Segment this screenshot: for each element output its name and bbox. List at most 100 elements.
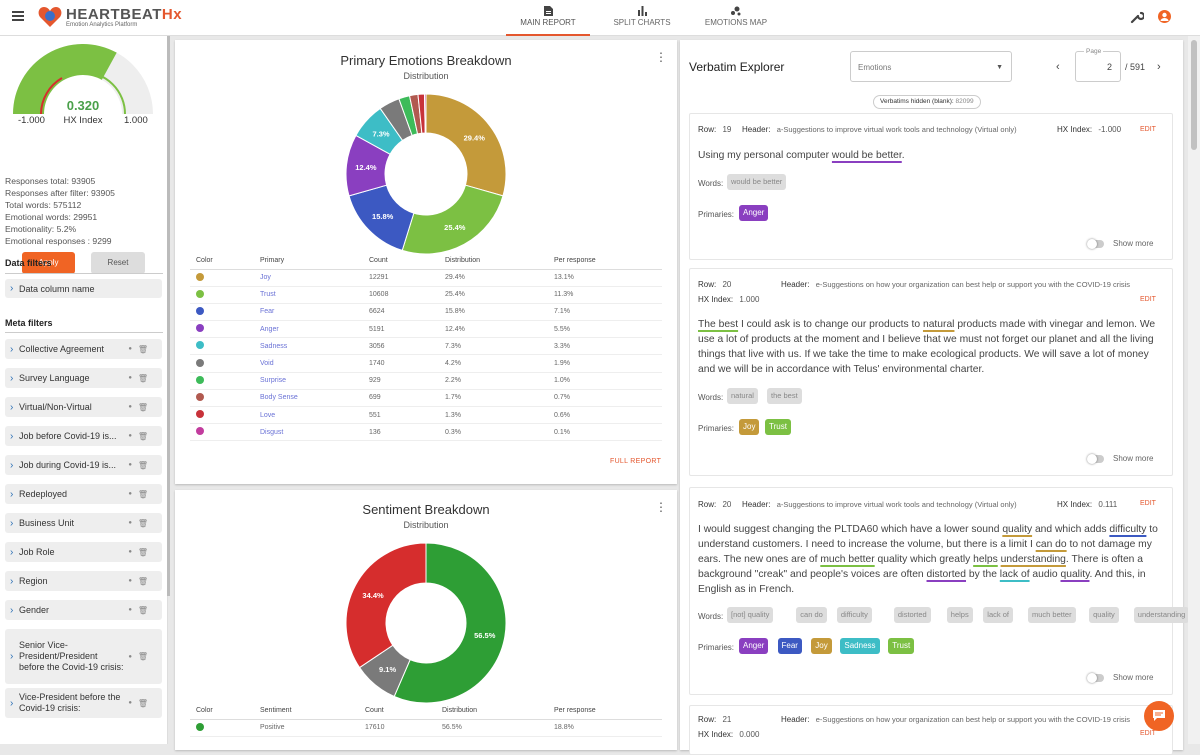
trash-icon[interactable]: 🗑: [137, 431, 148, 441]
tab-emotions-map[interactable]: EMOTIONS MAP: [694, 0, 778, 36]
tab-split-charts[interactable]: SPLIT CHARTS: [600, 0, 684, 36]
reset-button[interactable]: Reset: [91, 252, 145, 274]
lightbulb-icon[interactable]: ●: [128, 653, 132, 660]
full-report-link[interactable]: FULL REPORT: [610, 458, 662, 465]
show-more-toggle[interactable]: [1087, 454, 1104, 464]
trash-icon[interactable]: 🗑: [137, 576, 148, 586]
trash-icon[interactable]: 🗑: [137, 605, 148, 615]
filter-item[interactable]: › Vice-President before the Covid-19 cris…: [5, 688, 162, 718]
primary-link[interactable]: Trust: [260, 291, 276, 299]
primary-chip[interactable]: Sadness: [840, 638, 880, 654]
primary-link[interactable]: Body Sense: [260, 394, 298, 402]
account-icon[interactable]: [1158, 10, 1171, 26]
page-input[interactable]: Page 2: [1075, 48, 1121, 82]
filter-item[interactable]: › Region ● 🗑: [5, 571, 162, 591]
slice-joy[interactable]: [425, 93, 507, 197]
slice-trust[interactable]: [401, 184, 504, 255]
lightbulb-icon[interactable]: ●: [128, 549, 132, 555]
edit-link[interactable]: EDIT: [1140, 296, 1156, 303]
edit-link[interactable]: EDIT: [1140, 126, 1156, 133]
primary-chip[interactable]: Trust: [888, 638, 915, 654]
word-chip[interactable]: the best: [767, 388, 802, 404]
show-more-toggle[interactable]: [1087, 673, 1104, 683]
filter-item[interactable]: › Collective Agreement ● 🗑: [5, 339, 162, 359]
word-chip[interactable]: lack of: [983, 607, 1013, 623]
primary-link[interactable]: Void: [260, 360, 274, 368]
primary-link[interactable]: Sadness: [260, 342, 288, 350]
trash-icon[interactable]: 🗑: [137, 547, 148, 557]
hamburger-menu-icon[interactable]: [12, 11, 24, 21]
trash-icon[interactable]: 🗑: [137, 373, 148, 383]
word-chip[interactable]: distorted: [893, 607, 931, 623]
filter-item[interactable]: › Job during Covid-19 is... ● 🗑: [5, 455, 162, 475]
trash-icon[interactable]: 🗑: [137, 698, 148, 708]
primary-chip[interactable]: Joy: [739, 419, 760, 435]
tab-main-report[interactable]: MAIN REPORT: [506, 0, 590, 36]
primary-link[interactable]: Disgust: [260, 428, 284, 436]
per-response-cell: 0.7%: [554, 389, 662, 408]
primary-chip[interactable]: Anger: [739, 205, 769, 221]
trash-icon[interactable]: 🗑: [137, 652, 148, 661]
filter-item[interactable]: › Job Role ● 🗑: [5, 542, 162, 562]
word-chip[interactable]: [not] quality: [727, 607, 774, 623]
lightbulb-icon[interactable]: ●: [128, 491, 132, 497]
lightbulb-icon[interactable]: ●: [128, 375, 132, 381]
filter-item[interactable]: › Job before Covid-19 is... ● 🗑: [5, 426, 162, 446]
lightbulb-icon[interactable]: ●: [128, 607, 132, 613]
lightbulb-icon[interactable]: ●: [128, 578, 132, 584]
edit-link[interactable]: EDIT: [1140, 730, 1156, 737]
trash-icon[interactable]: 🗑: [137, 402, 148, 412]
left-panel-scrollbar[interactable]: [167, 36, 170, 596]
more-options-icon[interactable]: ⋮: [655, 500, 667, 514]
trash-icon[interactable]: 🗑: [137, 460, 148, 470]
primary-link[interactable]: Joy: [260, 274, 271, 282]
lightbulb-icon[interactable]: ●: [128, 433, 132, 439]
primary-link[interactable]: Anger: [260, 325, 279, 333]
word-chip[interactable]: much better: [1028, 607, 1076, 623]
filter-item[interactable]: › Survey Language ● 🗑: [5, 368, 162, 388]
word-chip[interactable]: understanding: [1133, 607, 1190, 623]
slice-disgust[interactable]: [423, 93, 427, 134]
filter-data-column-name[interactable]: › Data column name: [5, 279, 162, 298]
word-chip[interactable]: would be better: [727, 174, 787, 190]
per-response-cell: 0.6%: [554, 406, 662, 425]
primary-link[interactable]: Love: [260, 411, 276, 419]
page-scrollbar[interactable]: [1188, 36, 1200, 744]
primary-chip[interactable]: Trust: [765, 419, 791, 435]
lightbulb-icon[interactable]: ●: [128, 462, 132, 468]
primary-chip[interactable]: Anger: [739, 638, 769, 654]
trash-icon[interactable]: 🗑: [137, 344, 148, 354]
word-chip[interactable]: difficulty: [836, 607, 872, 623]
word-chip[interactable]: helps: [946, 607, 973, 623]
filter-item[interactable]: › Virtual/Non-Virtual ● 🗑: [5, 397, 162, 417]
prev-page-icon[interactable]: ‹: [1056, 61, 1060, 73]
filter-item[interactable]: › Senior Vice-President/President before …: [5, 629, 162, 684]
app-logo[interactable]: HEARTBEATHx Emotion Analytics Platform: [38, 6, 182, 28]
filter-item[interactable]: › Business Unit ● 🗑: [5, 513, 162, 533]
edit-link[interactable]: EDIT: [1140, 500, 1156, 507]
word-chip[interactable]: quality: [1089, 607, 1119, 623]
word-chip[interactable]: natural: [727, 388, 758, 404]
lightbulb-icon[interactable]: ●: [128, 700, 132, 706]
more-options-icon[interactable]: ⋮: [655, 50, 667, 64]
lightbulb-icon[interactable]: ●: [128, 404, 132, 410]
trash-icon[interactable]: 🗑: [137, 489, 148, 499]
color-dot: [196, 427, 204, 436]
lightbulb-icon[interactable]: ●: [128, 520, 132, 526]
primary-chip[interactable]: Fear: [777, 638, 802, 654]
emotions-select[interactable]: Emotions ▼: [850, 51, 1012, 82]
trash-icon[interactable]: 🗑: [137, 518, 148, 528]
primary-link[interactable]: Fear: [260, 308, 275, 316]
next-page-icon[interactable]: ›: [1157, 61, 1161, 73]
wrench-icon[interactable]: [1130, 10, 1146, 27]
primary-chip[interactable]: Joy: [811, 638, 832, 654]
primary-link[interactable]: Surprise: [260, 377, 287, 385]
filter-item[interactable]: › Gender ● 🗑: [5, 600, 162, 620]
filter-item[interactable]: › Redeployed ● 🗑: [5, 484, 162, 504]
word-chip[interactable]: can do: [796, 607, 827, 623]
apply-button[interactable]: Apply: [22, 252, 75, 274]
lightbulb-icon[interactable]: ●: [128, 346, 132, 352]
chat-button[interactable]: [1144, 701, 1174, 731]
slice-negative[interactable]: [345, 542, 427, 669]
show-more-toggle[interactable]: [1087, 239, 1104, 249]
